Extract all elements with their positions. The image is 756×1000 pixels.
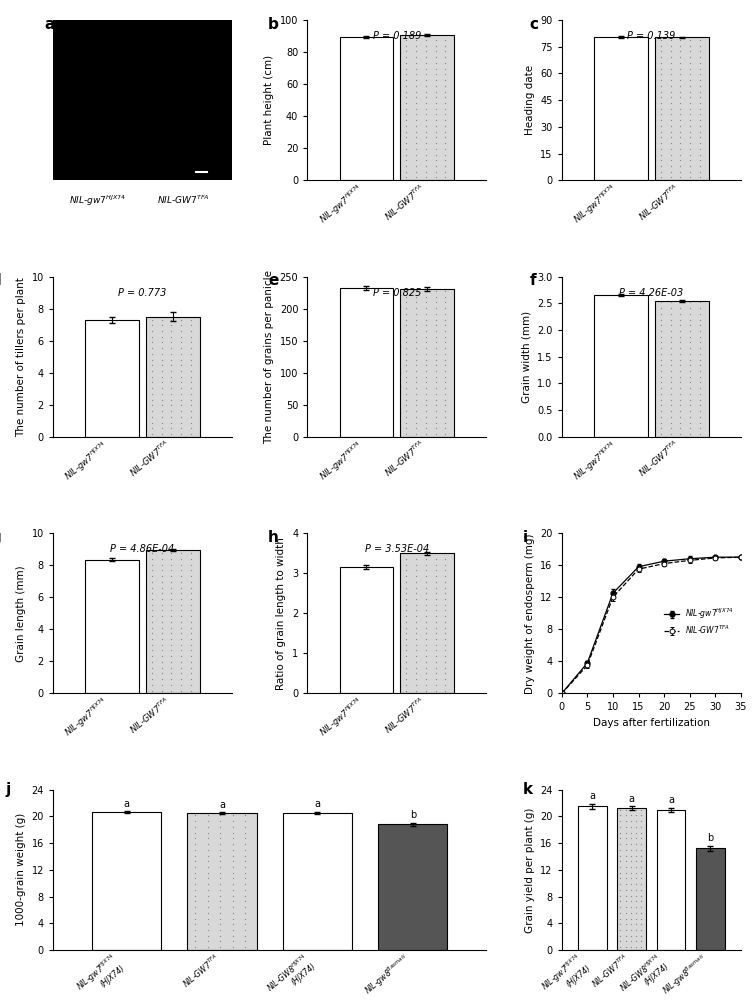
Text: b: b xyxy=(268,17,279,32)
Bar xyxy=(85,560,139,693)
Text: b: b xyxy=(708,833,714,843)
Text: h: h xyxy=(268,530,279,545)
Text: P = 4.86E-04: P = 4.86E-04 xyxy=(110,544,175,554)
Y-axis label: The number of grains per panicle: The number of grains per panicle xyxy=(264,270,274,444)
Bar xyxy=(378,824,448,950)
Text: a: a xyxy=(219,800,225,810)
Bar xyxy=(146,317,200,437)
Text: NIL-$GW7^{TFA}$: NIL-$GW7^{TFA}$ xyxy=(157,193,210,206)
Bar xyxy=(657,810,686,950)
Y-axis label: Ratio of grain length to width: Ratio of grain length to width xyxy=(277,537,287,690)
Bar xyxy=(283,813,352,950)
Y-axis label: 1000-grain weight (g): 1000-grain weight (g) xyxy=(16,813,26,926)
Bar xyxy=(594,37,648,180)
Text: b: b xyxy=(410,810,416,820)
Text: e: e xyxy=(268,273,278,288)
Text: P = 0.773: P = 0.773 xyxy=(118,288,166,298)
Text: c: c xyxy=(529,17,538,32)
Bar xyxy=(85,320,139,437)
Text: a: a xyxy=(314,799,321,809)
Text: a: a xyxy=(124,799,129,809)
Text: P = 3.53E-04: P = 3.53E-04 xyxy=(365,544,429,554)
Bar xyxy=(594,295,648,437)
Bar xyxy=(146,550,200,693)
Text: k: k xyxy=(522,782,532,797)
Y-axis label: Grain yield per plant (g): Grain yield per plant (g) xyxy=(525,807,534,933)
Text: j: j xyxy=(5,782,11,797)
Bar xyxy=(401,289,454,437)
Text: a: a xyxy=(589,791,595,801)
Legend: NIL-$gw7^{HJX74}$, NIL-$GW7^{TFA}$: NIL-$gw7^{HJX74}$, NIL-$GW7^{TFA}$ xyxy=(661,604,737,639)
Text: P = 0.139: P = 0.139 xyxy=(627,31,676,41)
Bar xyxy=(401,35,454,180)
Bar xyxy=(617,808,646,950)
Bar xyxy=(339,288,393,437)
Bar xyxy=(696,848,725,950)
Bar xyxy=(578,806,606,950)
Y-axis label: Dry weight of endosperm (mg): Dry weight of endosperm (mg) xyxy=(525,533,534,694)
Text: a: a xyxy=(44,17,54,32)
Text: f: f xyxy=(529,273,536,288)
Text: a: a xyxy=(628,794,634,804)
Text: d: d xyxy=(0,273,1,288)
Y-axis label: The number of tillers per plant: The number of tillers per plant xyxy=(16,277,26,437)
Bar xyxy=(401,553,454,693)
Text: P = 0.825: P = 0.825 xyxy=(373,288,421,298)
Bar xyxy=(655,301,708,437)
Text: NIL-$gw7^{HJX74}$: NIL-$gw7^{HJX74}$ xyxy=(69,193,126,208)
Y-axis label: Plant height (cm): Plant height (cm) xyxy=(265,55,274,145)
Bar xyxy=(187,813,257,950)
Bar xyxy=(655,37,708,180)
Text: g: g xyxy=(0,530,1,545)
Y-axis label: Grain width (mm): Grain width (mm) xyxy=(522,311,531,403)
Text: P = 0.189: P = 0.189 xyxy=(373,31,421,41)
Text: a: a xyxy=(668,795,674,805)
Text: P = 4.26E-03: P = 4.26E-03 xyxy=(619,288,683,298)
Bar xyxy=(339,37,393,180)
Y-axis label: Heading date: Heading date xyxy=(525,65,534,135)
Y-axis label: Grain length (mm): Grain length (mm) xyxy=(16,565,26,662)
X-axis label: Days after fertilization: Days after fertilization xyxy=(593,718,710,728)
Text: i: i xyxy=(522,530,528,545)
Bar xyxy=(339,567,393,693)
Bar xyxy=(92,812,161,950)
